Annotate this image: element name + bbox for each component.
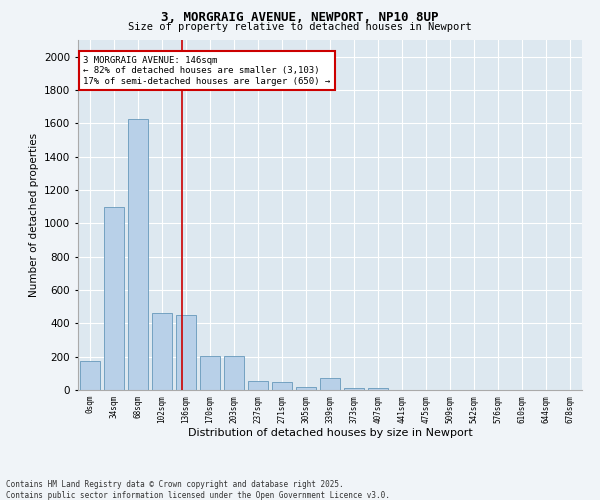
Y-axis label: Number of detached properties: Number of detached properties [29,133,38,297]
Bar [104,206,124,390]
Bar [224,356,244,390]
Bar [176,315,196,390]
Bar [248,381,268,390]
Text: Contains HM Land Registry data © Crown copyright and database right 2025.
Contai: Contains HM Land Registry data © Crown c… [6,480,390,500]
Bar [272,382,292,390]
Bar [200,356,220,390]
Text: Size of property relative to detached houses in Newport: Size of property relative to detached ho… [128,22,472,32]
Text: 3 MORGRAIG AVENUE: 146sqm
← 82% of detached houses are smaller (3,103)
17% of se: 3 MORGRAIG AVENUE: 146sqm ← 82% of detac… [83,56,330,86]
Bar [128,119,148,390]
Bar [80,361,100,390]
Bar [152,314,172,390]
Bar [344,388,364,390]
X-axis label: Distribution of detached houses by size in Newport: Distribution of detached houses by size … [188,428,472,438]
Bar [368,388,388,390]
Text: 3, MORGRAIG AVENUE, NEWPORT, NP10 8UP: 3, MORGRAIG AVENUE, NEWPORT, NP10 8UP [161,11,439,24]
Bar [296,386,316,390]
Bar [320,378,340,390]
